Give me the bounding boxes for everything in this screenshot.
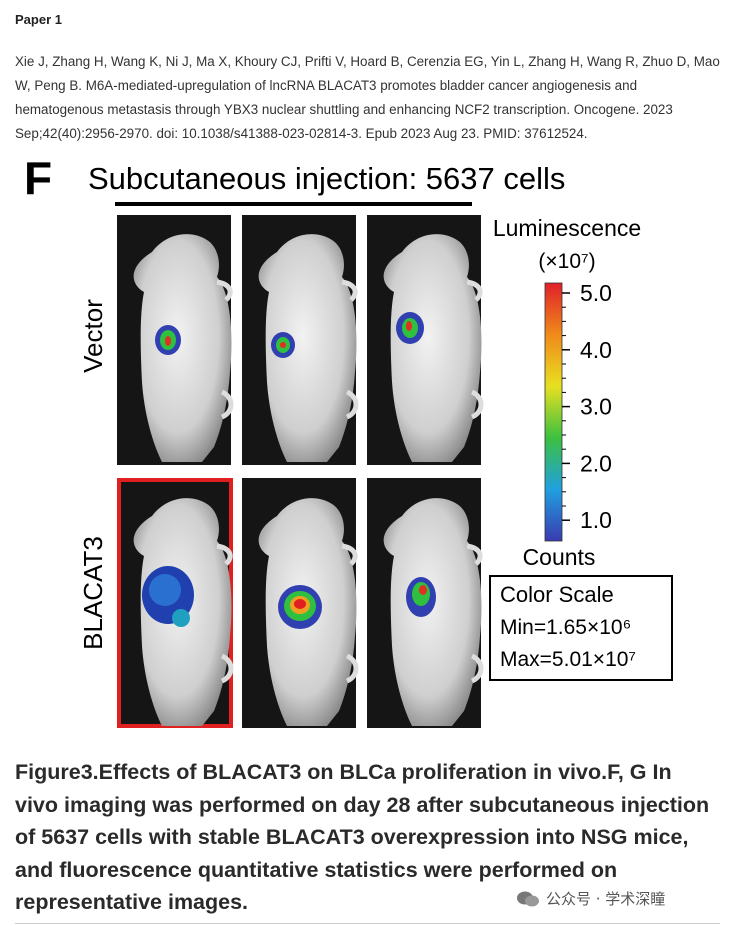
colorbar-tick-label: 4.0	[580, 337, 612, 363]
colorbar-unit: (×10⁷)	[538, 250, 595, 273]
figure-title: Subcutaneous injection: 5637 cells	[88, 161, 565, 196]
colorbar-tick-label: 1.0	[580, 507, 612, 533]
color-scale-min: Min=1.65×10⁶	[500, 616, 631, 639]
colorbar-tick-label: 2.0	[580, 450, 612, 476]
color-scale-box	[489, 575, 673, 681]
wechat-icon	[517, 891, 539, 906]
figure-caption: Figure3.Effects of BLACAT3 on BLCa proli…	[15, 760, 710, 914]
colorbar-tick-label: 5.0	[580, 280, 612, 306]
watermark: 公众号 · 学术深瞳	[512, 886, 670, 911]
colorbar-footer: Counts	[523, 544, 596, 570]
title-underline	[115, 202, 472, 206]
image-grid	[117, 215, 481, 728]
colorbar-ticks: 5.0 4.0 3.0 2.0 1.0	[562, 280, 612, 533]
color-scale-title: Color Scale	[500, 582, 614, 607]
colorbar	[544, 282, 563, 542]
watermark-text: 公众号 · 学术深瞳	[546, 890, 666, 908]
row-label: BLACAT3	[78, 536, 108, 650]
divider	[15, 923, 720, 924]
colorbar-title: Luminescence	[493, 215, 641, 241]
paper-heading: Paper 1	[15, 12, 62, 27]
colorbar-tick-label: 3.0	[580, 394, 612, 420]
citation: Xie J, Zhang H, Wang K, Ni J, Ma X, Khou…	[15, 54, 720, 141]
row-label: Vector	[78, 299, 108, 373]
panel-letter: F	[24, 152, 52, 204]
signal	[142, 312, 436, 629]
color-scale-max: Max=5.01×10⁷	[500, 648, 636, 671]
figure: F Subcutaneous injection: 5637 cells Vec…	[24, 152, 673, 745]
